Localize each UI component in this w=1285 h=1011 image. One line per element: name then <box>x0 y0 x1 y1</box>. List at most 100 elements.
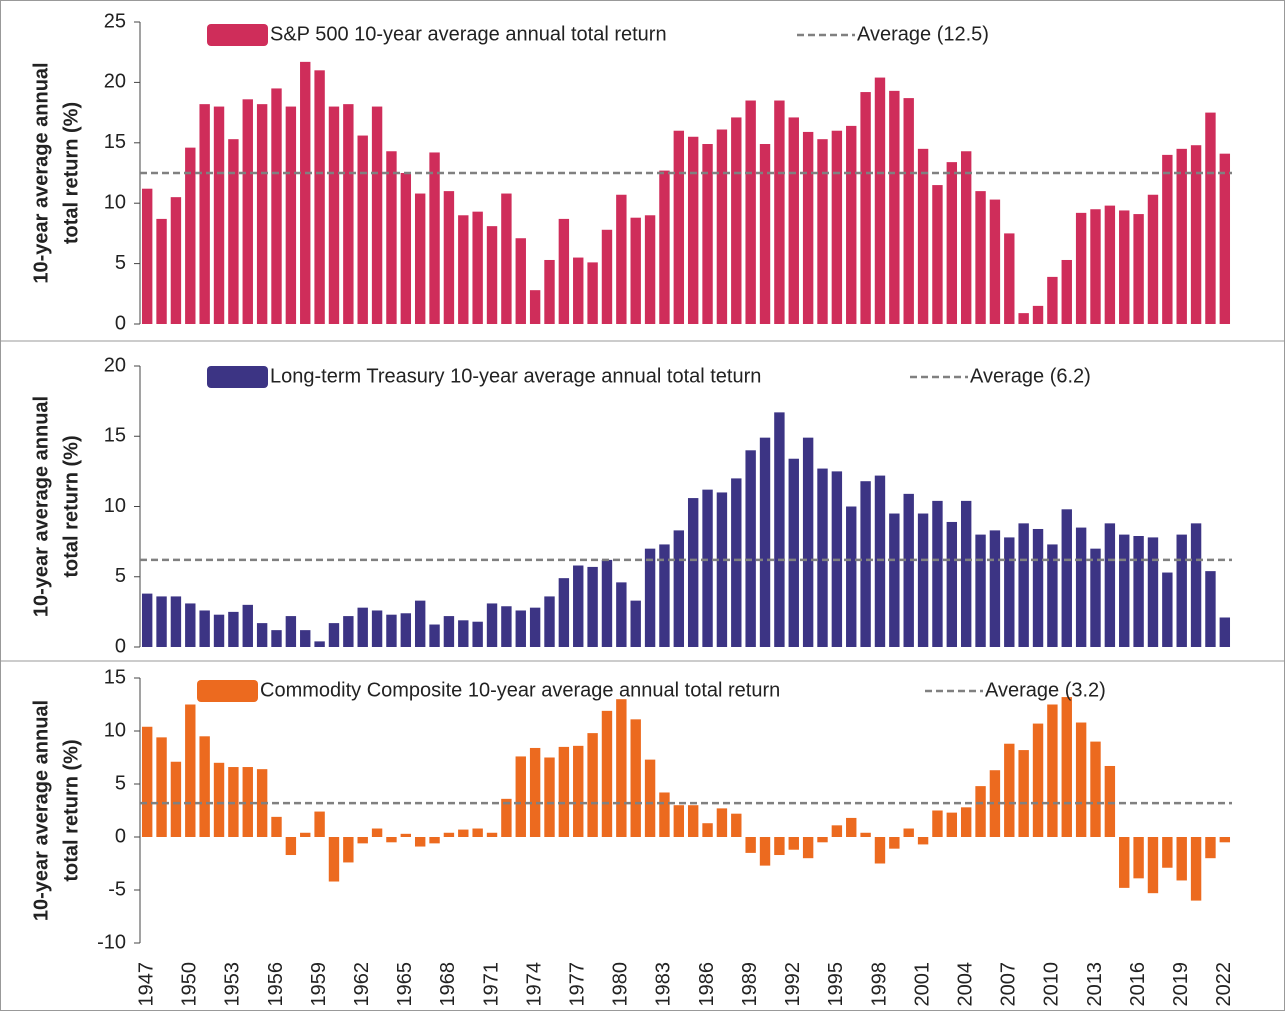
bar <box>917 837 929 845</box>
bar <box>1018 313 1029 324</box>
bar <box>1032 528 1044 647</box>
legend-swatch <box>207 366 268 388</box>
bar <box>1004 233 1015 324</box>
bar <box>932 500 943 647</box>
bar <box>156 596 167 647</box>
bar <box>1090 548 1101 647</box>
bar <box>1190 837 1202 901</box>
legend-label: Long-term Treasury 10-year average annua… <box>270 365 761 387</box>
x-tick-label: 2016 <box>1127 962 1149 1007</box>
bar <box>946 162 958 324</box>
bar <box>486 832 498 837</box>
bar <box>587 566 598 647</box>
bar <box>831 130 843 324</box>
x-tick-label: 1986 <box>696 962 718 1007</box>
bar <box>932 185 943 324</box>
bar <box>458 620 469 647</box>
y-tick-label: 20 <box>104 354 126 376</box>
x-tick-label: 1980 <box>610 962 632 1007</box>
bar <box>601 229 613 324</box>
bar <box>889 513 900 647</box>
bar <box>745 450 756 647</box>
bar <box>515 238 526 324</box>
bar <box>932 810 943 837</box>
bar <box>745 837 756 853</box>
bar <box>889 90 900 324</box>
legend-label: S&P 500 10-year average annual total ret… <box>270 23 667 45</box>
bar <box>1061 509 1072 647</box>
legend-label: Average (12.5) <box>857 23 989 45</box>
x-tick-label: 1974 <box>523 962 545 1007</box>
bar <box>558 218 570 324</box>
bar <box>213 762 225 837</box>
bar <box>271 88 282 324</box>
bar <box>573 257 584 324</box>
bar <box>1018 523 1029 647</box>
bar <box>659 792 670 837</box>
bar <box>199 104 210 324</box>
bar <box>371 828 383 837</box>
bar <box>429 837 440 844</box>
bar <box>817 837 828 843</box>
bar <box>644 215 656 324</box>
bar <box>199 610 210 647</box>
bar <box>156 218 167 324</box>
bar <box>817 139 828 324</box>
y-tick-label: 15 <box>104 666 126 688</box>
bar <box>903 98 914 324</box>
bar <box>414 600 426 647</box>
y-axis-label: total return (%) <box>60 739 82 881</box>
bar <box>630 600 641 647</box>
x-tick-label: 1992 <box>782 962 804 1007</box>
bar <box>846 125 857 324</box>
y-tick-label: 5 <box>115 252 126 274</box>
x-tick-label: 2007 <box>998 962 1020 1007</box>
bar <box>443 832 455 837</box>
bar <box>558 578 570 647</box>
bar <box>573 745 584 837</box>
x-tick-label: 1950 <box>179 962 201 1007</box>
bar <box>328 837 340 882</box>
bar <box>486 226 498 324</box>
bar <box>1075 722 1087 837</box>
bar <box>357 135 368 324</box>
bar <box>1119 837 1130 888</box>
y-tick-label: 5 <box>115 772 126 794</box>
y-tick-label: 5 <box>115 565 126 587</box>
bar <box>314 811 325 837</box>
bar <box>242 604 253 647</box>
bar <box>357 607 368 647</box>
bar <box>458 829 469 837</box>
bar <box>860 92 871 325</box>
y-axis-label: total return (%) <box>60 435 82 577</box>
bar <box>141 188 153 324</box>
bar <box>1176 837 1187 881</box>
bar <box>1090 741 1101 837</box>
bar <box>271 816 282 837</box>
bar <box>400 833 412 837</box>
bar <box>242 99 253 324</box>
bar <box>673 530 685 647</box>
bar <box>1047 704 1058 837</box>
bar <box>544 757 555 837</box>
bar <box>1147 837 1159 894</box>
bar <box>644 759 656 837</box>
y-axis-label: 10-year average annual <box>30 396 52 617</box>
bar <box>731 478 742 647</box>
bar <box>831 825 843 837</box>
y-tick-label: 0 <box>115 312 126 334</box>
x-tick-label: 2019 <box>1170 962 1192 1007</box>
bar <box>1047 276 1058 324</box>
bar <box>343 104 354 324</box>
bar <box>1133 536 1144 647</box>
bar <box>386 837 397 843</box>
bar <box>616 699 627 837</box>
legend-label: Average (3.2) <box>985 679 1106 701</box>
bar <box>300 832 311 837</box>
x-tick-label: 2013 <box>1084 962 1106 1007</box>
bar <box>1176 534 1187 647</box>
x-tick-label: 1977 <box>567 962 589 1007</box>
bar <box>472 211 483 324</box>
bar <box>501 193 512 324</box>
bar <box>1032 723 1044 837</box>
